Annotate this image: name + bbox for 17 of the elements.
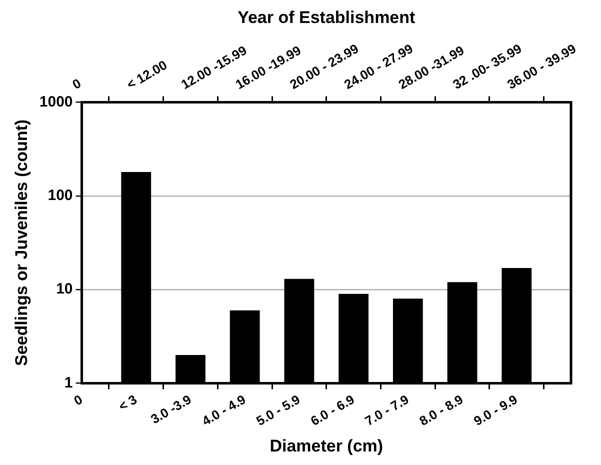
y-tick-label: 10 <box>56 280 73 298</box>
y-tick-label: 1000 <box>39 93 73 110</box>
x-tick-label: < 3 <box>116 392 140 414</box>
x-tick-label: 0 <box>71 392 86 408</box>
text: 0 <box>70 76 84 92</box>
x-tick-label: 5.0 - 5.9 <box>254 392 302 429</box>
y-tick-label: 1 <box>64 374 73 392</box>
x-axis-title: Diameter (cm) <box>270 436 384 456</box>
x-tick-label: 7.0 - 7.9 <box>362 392 412 429</box>
x-tick-label: 3.0 -3.9 <box>148 392 194 427</box>
x-tick-label: 9.0 - 9.9 <box>471 392 520 429</box>
x2-axis-title: Year of Establishment <box>238 8 416 27</box>
x-tick-label: 6.0 - 6.9 <box>308 392 357 429</box>
y-axis-title: Seedlings or Juveniles (count) <box>12 119 31 366</box>
y-tick-label: 100 <box>48 187 73 204</box>
x-tick-label: 8.0 - 8.9 <box>416 392 466 429</box>
x-tick-label: 4.0 - 4.9 <box>199 392 248 429</box>
